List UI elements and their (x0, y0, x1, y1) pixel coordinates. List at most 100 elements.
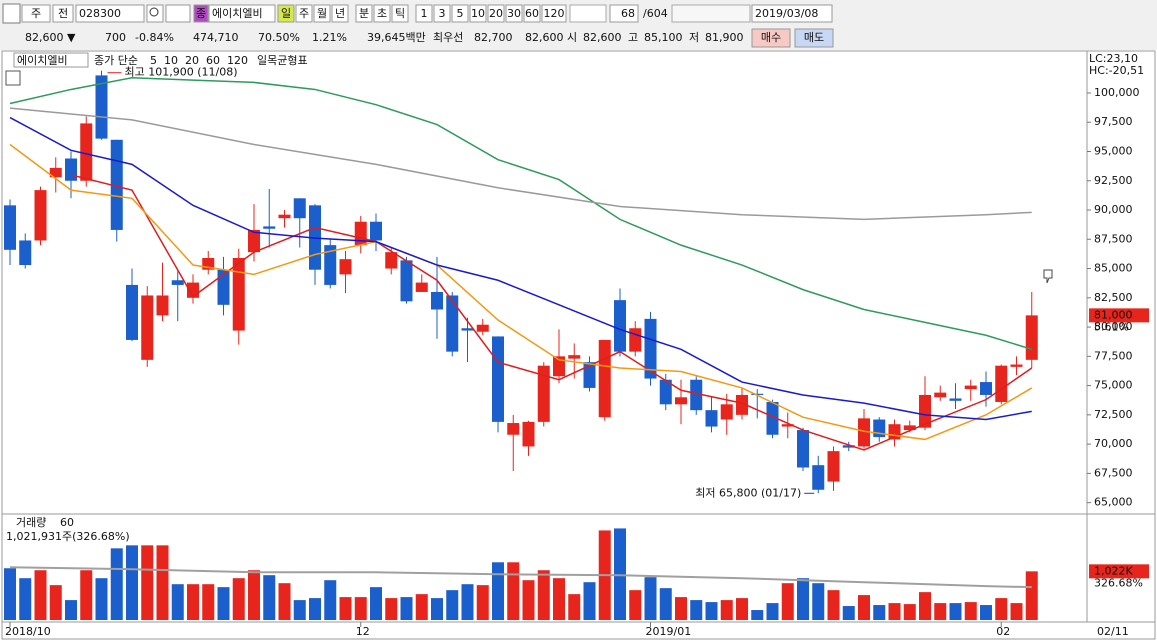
candle-body (919, 394, 931, 428)
candle-body (461, 328, 474, 331)
quote-field: 1.21% (312, 31, 347, 44)
toolbar-label: 120 (544, 7, 565, 20)
tool-icons[interactable] (671, 4, 751, 23)
order-label: 매도 (804, 31, 824, 44)
y-tick-label: 80,000 (1094, 320, 1133, 333)
chart-frame (1, 50, 1156, 640)
quote-field: 474,710 (193, 31, 239, 44)
toolbar-label: 5 (457, 7, 464, 20)
volume-bar (309, 598, 321, 620)
candle-body (293, 198, 306, 219)
window-icon[interactable] (2, 3, 21, 24)
quote-field: 시 (567, 31, 577, 44)
toolbar-label: 틱 (395, 7, 405, 20)
toolbar-button[interactable] (415, 4, 433, 23)
toolbar-button[interactable] (193, 4, 209, 23)
toolbar-button[interactable] (505, 4, 523, 23)
toolbar-button[interactable] (451, 4, 469, 23)
y-tick-label: 72,500 (1094, 408, 1133, 421)
volume-bar (873, 605, 886, 620)
y-tick-label: 95,000 (1094, 144, 1133, 157)
toolbar-button[interactable] (391, 4, 409, 23)
volume-bar (766, 603, 779, 620)
candle-body (431, 291, 443, 310)
volume-bar (659, 588, 672, 620)
legend-entry: 10 (164, 54, 178, 67)
candle-body (80, 123, 93, 181)
candle-body (1025, 315, 1038, 360)
ma-line (9, 76, 1032, 351)
candle-body (385, 252, 398, 269)
x-axis-end-label: 02/11 (1097, 625, 1129, 638)
candle-body (720, 404, 733, 420)
y-tick-label: 92,500 (1094, 174, 1133, 187)
candle-body (598, 339, 611, 418)
quote-field: 고 (628, 31, 638, 44)
volume-bar (583, 582, 596, 620)
quote-field: 최우선 (433, 31, 463, 44)
toolbar-button[interactable] (469, 4, 487, 23)
volume-bar (248, 570, 260, 620)
toolbar-button[interactable] (541, 4, 567, 23)
quote-field: 82,600 ▼ (25, 31, 76, 44)
order-button[interactable] (794, 28, 834, 48)
candle-body (614, 300, 626, 352)
candle-body (522, 421, 535, 447)
volume-bar (446, 590, 459, 620)
toolbar-label: 3 (439, 7, 446, 20)
toolbar-button[interactable] (373, 4, 391, 23)
toolbar-button[interactable] (487, 4, 505, 23)
volume-bar (370, 587, 382, 620)
toolbar-button[interactable] (52, 4, 74, 23)
y-tick-label: 77,500 (1094, 349, 1133, 362)
quote-field: 70.50% (258, 31, 300, 44)
quote-field: 82,700 (474, 31, 513, 44)
candle-body (263, 226, 276, 229)
candle-body (34, 190, 47, 241)
volume-bar (568, 594, 581, 620)
candle-body (339, 259, 352, 275)
volume-bar (339, 597, 352, 620)
volume-bar (80, 570, 93, 620)
volume-bar (842, 606, 855, 620)
ichimoku-label: 일목균형표 (257, 53, 308, 67)
toolbar-button[interactable] (751, 4, 833, 23)
toolbar-button[interactable] (523, 4, 541, 23)
search-button[interactable] (146, 4, 164, 23)
order-button[interactable] (751, 28, 791, 48)
sound-button[interactable] (165, 4, 191, 23)
volume-bar (217, 587, 230, 620)
toolbar-label: /604 (643, 7, 668, 20)
toolbar-button[interactable] (295, 4, 313, 23)
volume-bar (934, 603, 947, 620)
volume-bar (949, 603, 962, 620)
panel-icon[interactable] (5, 70, 21, 86)
volume-bar (751, 610, 764, 620)
toolbar-label: 10 (471, 7, 485, 20)
candle-body (781, 424, 794, 427)
toolbar-button[interactable] (277, 4, 295, 23)
toolbar-button[interactable] (433, 4, 451, 23)
toolbar-label: 일 (281, 6, 291, 20)
toolbar-button[interactable] (355, 4, 373, 23)
volume-bar (385, 598, 398, 620)
lc-label: LC:23,10 (1089, 52, 1138, 65)
toolbar-button[interactable] (331, 4, 349, 23)
toolbar-button[interactable] (75, 4, 145, 23)
volume-side-box (1089, 564, 1149, 579)
x-tick-label: 2018/10 (5, 625, 51, 638)
toolbar-button[interactable] (21, 4, 51, 23)
volume-bar (903, 604, 916, 620)
toolbar-button[interactable] (208, 4, 276, 23)
candle-body (248, 229, 260, 253)
toolbar-button[interactable] (609, 4, 639, 23)
volume-bar (553, 578, 565, 620)
candle-body (492, 336, 504, 422)
toolbar-button[interactable] (313, 4, 331, 23)
volume-bar (4, 568, 16, 620)
volume-bar (141, 545, 154, 620)
volume-bar (781, 583, 794, 620)
volume-bar (629, 590, 642, 620)
volume-bar (110, 548, 123, 620)
empty-dropdown[interactable] (569, 4, 607, 23)
